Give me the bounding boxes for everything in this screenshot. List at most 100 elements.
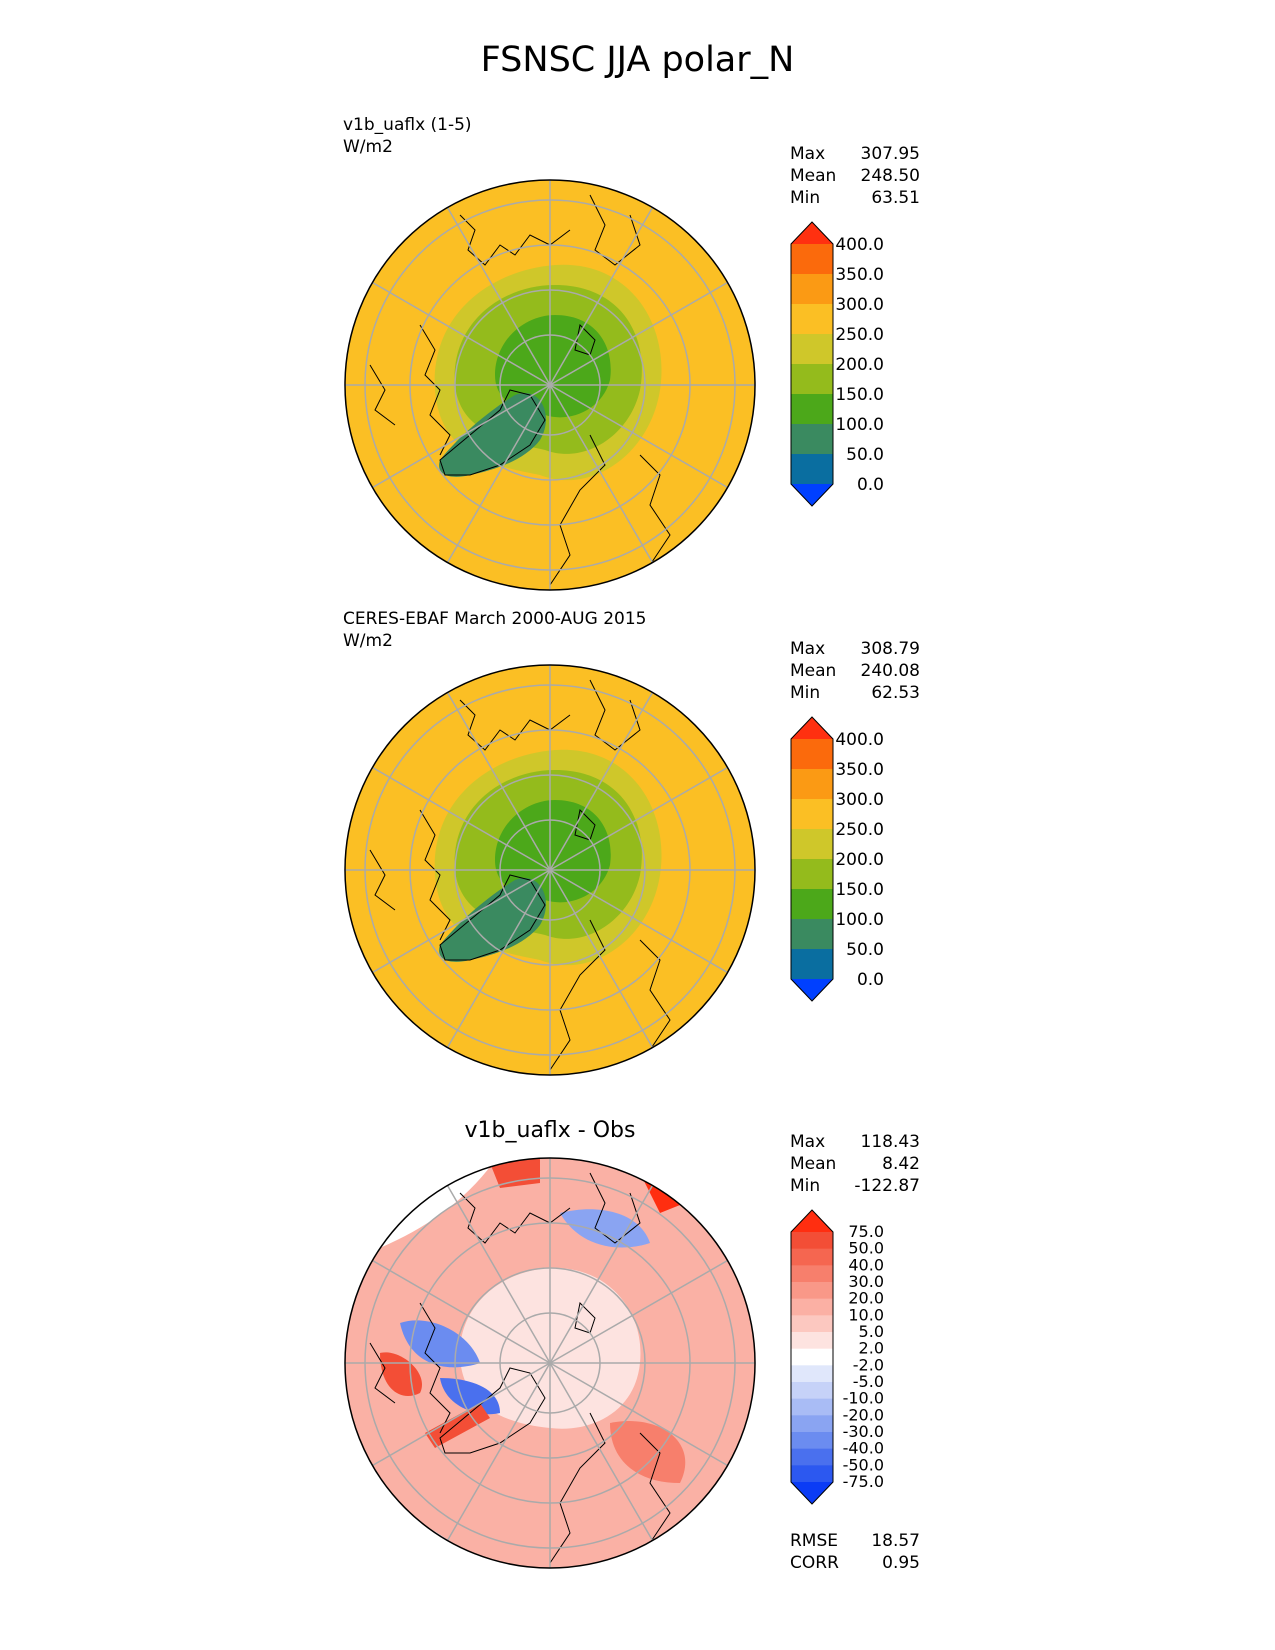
meridian-line xyxy=(446,1185,551,1364)
colorbar-tick-label: 10.0 xyxy=(848,1305,884,1324)
colorbar-segment xyxy=(791,1282,833,1300)
colorbar-segment xyxy=(791,1398,833,1416)
coastline xyxy=(459,699,571,751)
coastline xyxy=(439,1367,546,1454)
meridian-line xyxy=(446,384,551,563)
corr-label: CORR xyxy=(790,1553,839,1573)
panel-obs-subtitle: CERES-EBAF March 2000-AUG 2015 W/m2 xyxy=(343,608,646,652)
panel-obs-units: W/m2 xyxy=(343,631,393,651)
colorbar-segment xyxy=(791,1315,833,1333)
panel-model-units: W/m2 xyxy=(343,137,393,157)
stat-max-label: Max xyxy=(790,1132,826,1152)
map-boundary xyxy=(344,664,756,1076)
colorbar-tick-label: -5.0 xyxy=(853,1372,884,1391)
colorbar-segment xyxy=(791,244,833,275)
colorbar-segment xyxy=(791,1382,833,1400)
colorbar-tick-label: 50.0 xyxy=(848,1239,884,1258)
colorbar-segment xyxy=(791,1415,833,1433)
colorbar-tick-label: 75.0 xyxy=(848,1222,884,1241)
panel-obs-name: CERES-EBAF March 2000-AUG 2015 xyxy=(343,609,647,629)
colorbar-extend-min xyxy=(791,484,833,506)
coastline xyxy=(639,1432,671,1544)
colorbar-outline xyxy=(790,1209,834,1505)
colorbar-segment xyxy=(791,1248,833,1266)
colorbar-tick-label: -2.0 xyxy=(853,1355,884,1374)
stat-max-value: 308.79 xyxy=(860,639,920,659)
colorbar-tick-label: -40.0 xyxy=(843,1439,884,1458)
rmse-value: 18.57 xyxy=(871,1531,920,1551)
colorbar-tick-label: 0.0 xyxy=(857,970,884,990)
coastline xyxy=(419,1302,451,1434)
colorbar-extend-min xyxy=(791,1482,833,1504)
colorbar-tick-label: -20.0 xyxy=(843,1405,884,1424)
coastline xyxy=(589,679,641,751)
rmse-label: RMSE xyxy=(790,1531,839,1551)
stat-min-value: -122.87 xyxy=(854,1176,920,1196)
colorbar-segment xyxy=(791,889,833,920)
colorbar-segment xyxy=(791,334,833,365)
colorbar-tick-label: 300.0 xyxy=(835,295,884,315)
map-boundary xyxy=(344,1157,756,1569)
meridian-line xyxy=(446,207,551,386)
colorbar-tick-label: 150.0 xyxy=(835,385,884,405)
colorbar-diff: -75.0-50.0-40.0-30.0-20.0-10.0-5.0-2.02.… xyxy=(790,1209,884,1505)
colorbar-segment xyxy=(791,739,833,770)
coastline xyxy=(419,324,451,456)
colorbar-tick-label: 50.0 xyxy=(846,940,884,960)
colorbar-tick-label: 350.0 xyxy=(835,265,884,285)
colorbar-tick-label: 200.0 xyxy=(835,355,884,375)
meridian-line xyxy=(372,281,551,386)
stat-mean-value: 8.42 xyxy=(882,1154,920,1174)
colorbar-segment xyxy=(791,364,833,395)
colorbar-tick-label: 350.0 xyxy=(835,760,884,780)
meridian-line xyxy=(446,869,551,1048)
stat-mean-value: 248.50 xyxy=(860,166,920,186)
figure-title: FSNSC JJA polar_N xyxy=(480,40,795,80)
colorbar-extend-max xyxy=(791,222,833,244)
panel-model-name: v1b_uaflx (1-5) xyxy=(343,115,472,135)
meridian-line xyxy=(372,384,551,489)
stat-max-value: 118.43 xyxy=(860,1132,920,1152)
colorbar-tick-label: -75.0 xyxy=(843,1472,884,1491)
colorbar-tick-label: 150.0 xyxy=(835,880,884,900)
coastline xyxy=(419,809,451,941)
panel-diff-title: v1b_uaflx - Obs xyxy=(464,1118,636,1143)
colorbar-tick-label: 100.0 xyxy=(835,910,884,930)
colorbar-segment xyxy=(791,769,833,800)
coastline xyxy=(439,389,546,476)
colorbar-segment xyxy=(791,1465,833,1483)
colorbar-segment xyxy=(791,454,833,485)
meridian-line xyxy=(549,281,728,386)
stat-max-value: 307.95 xyxy=(860,144,920,164)
colorbar-tick-label: -50.0 xyxy=(843,1455,884,1474)
colorbar-tick-label: 300.0 xyxy=(835,790,884,810)
colorbar-segment xyxy=(791,1448,833,1466)
stats-model: Max 307.95 Mean 248.50 Min 63.51 xyxy=(790,143,920,209)
coastline xyxy=(439,874,546,961)
meridian-line xyxy=(549,384,654,563)
colorbar-tick-label: 400.0 xyxy=(835,730,884,750)
colorbar-tick-label: -10.0 xyxy=(843,1389,884,1408)
colorbar-outline xyxy=(790,221,834,507)
colorbar-tick-label: 40.0 xyxy=(848,1255,884,1274)
colorbar-tick-label: 2.0 xyxy=(859,1339,884,1358)
colorbar-segment xyxy=(791,1265,833,1283)
meridian-line xyxy=(372,766,551,871)
coastline xyxy=(589,194,641,266)
colorbar-tick-label: -30.0 xyxy=(843,1422,884,1441)
colorbar-segment xyxy=(791,1432,833,1450)
coastline xyxy=(639,454,671,566)
stat-min-label: Min xyxy=(790,188,821,208)
stat-mean-label: Mean xyxy=(790,1154,837,1174)
colorbar-outline xyxy=(790,716,834,1002)
map-boundary xyxy=(344,179,756,591)
panel-model-subtitle: v1b_uaflx (1-5) W/m2 xyxy=(343,114,472,158)
polar-map-diff xyxy=(344,1157,756,1569)
meridian-line xyxy=(549,692,654,871)
stat-min-value: 63.51 xyxy=(871,188,920,208)
coastline xyxy=(369,364,396,426)
stat-mean-label: Mean xyxy=(790,166,837,186)
colorbar-tick-label: 0.0 xyxy=(857,475,884,495)
stats-diff: Max 118.43 Mean 8.42 Min -122.87 xyxy=(790,1131,920,1197)
meridian-line xyxy=(446,1362,551,1541)
